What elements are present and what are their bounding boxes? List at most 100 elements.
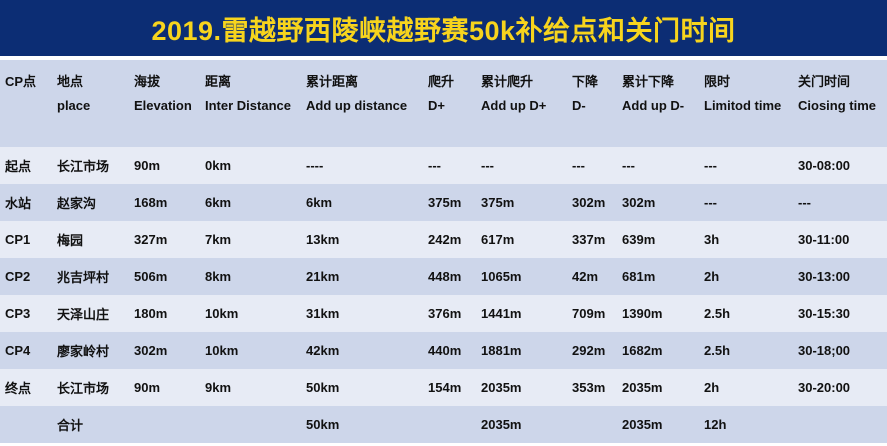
cell-addup-distance: 50km — [306, 380, 340, 395]
cell-descent: 709m — [572, 306, 606, 321]
cell-addup-climb: 2035m — [481, 380, 522, 395]
cell-addup-descent: 1390m — [622, 306, 663, 321]
cell-place: 长江市场 — [57, 159, 110, 174]
table-body: 起点 长江市场 90m 0km ---- --- --- --- --- --- 30-08:00 水… — [0, 147, 887, 443]
cell-closing-time: 30-13:00 — [798, 269, 851, 284]
cell-elevation: 180m — [134, 306, 168, 321]
cell-addup-distance: 42km — [306, 343, 340, 358]
cell-place: 廖家岭村 — [57, 344, 110, 359]
cell-closing-time: 30-11:00 — [798, 232, 850, 247]
header-label-en: Add up D- — [622, 98, 685, 113]
cell-closing-time: 30-15:30 — [798, 306, 851, 321]
table-row: 起点 长江市场 90m 0km ---- --- --- --- --- --- 30-08:00 — [0, 147, 887, 184]
cell-descent: 292m — [572, 343, 606, 358]
header-elevation: 海拔 Elevation — [129, 60, 200, 147]
cell-time-limit: 2h — [704, 269, 720, 284]
cell-climb: 154m — [428, 380, 462, 395]
cell-closing-time: 30-18;00 — [798, 343, 851, 358]
cell-addup-distance: 21km — [306, 269, 340, 284]
header-closing-time: 关门时间 Ciosing time — [793, 60, 887, 147]
header-row: CP点 地点 place 海拔 Elevation 距离 Inter Distance 累计距… — [0, 60, 887, 147]
cell-cp: 终点 — [5, 381, 32, 396]
cell-inter-distance: 9km — [205, 380, 232, 395]
cell-addup-climb: 1881m — [481, 343, 522, 358]
cell-cp: CP2 — [5, 269, 31, 284]
checkpoint-table: CP点 地点 place 海拔 Elevation 距离 Inter Distance 累计距… — [0, 60, 887, 443]
cell-time-limit: --- — [704, 158, 717, 173]
cell-descent: --- — [572, 158, 585, 173]
header-addup-climb: 累计爬升 Add up D+ — [476, 60, 567, 147]
cell-time-limit: --- — [704, 195, 717, 210]
header-label-en: Add up D+ — [481, 98, 547, 113]
cell-elevation: 90m — [134, 158, 161, 173]
cell-descent: 42m — [572, 269, 599, 284]
header-label-en: D+ — [428, 98, 445, 113]
cell-descent: 337m — [572, 232, 606, 247]
table-row: 合计 50km 2035m 2035m 12h — [0, 406, 887, 443]
cell-time-limit: 2.5h — [704, 306, 731, 321]
cell-cp: 水站 — [5, 196, 32, 211]
cell-addup-descent: --- — [622, 158, 635, 173]
cell-climb: --- — [428, 158, 441, 173]
cell-time-limit: 2.5h — [704, 343, 731, 358]
header-label-cn: 累计距离 — [306, 74, 359, 89]
cell-place: 梅园 — [57, 233, 84, 248]
cell-addup-distance: 6km — [306, 195, 333, 210]
header-label-cn: 海拔 — [134, 74, 161, 89]
header-label-en: place — [57, 98, 91, 113]
header-label-cn: 爬升 — [428, 74, 455, 89]
title-banner: 2019.雷越野西陵峡越野赛50k补给点和关门时间 — [0, 0, 887, 56]
cell-climb: 440m — [428, 343, 462, 358]
cell-place: 天泽山庄 — [57, 307, 110, 322]
cell-addup-climb: 617m — [481, 232, 515, 247]
header-place: 地点 place — [52, 60, 129, 147]
cell-addup-climb: 2035m — [481, 417, 522, 432]
header-climb: 爬升 D+ — [423, 60, 476, 147]
cell-cp: CP3 — [5, 306, 31, 321]
cell-addup-climb: 375m — [481, 195, 515, 210]
header-label-en: Inter Distance — [205, 98, 291, 113]
header-label-en: Elevation — [134, 98, 192, 113]
cell-addup-climb: 1441m — [481, 306, 522, 321]
table-row: CP2 兆吉坪村 506m 8km 21km 448m 1065m 42m 681m 2h 30-1… — [0, 258, 887, 295]
header-label-cn: 下降 — [572, 74, 599, 89]
cell-closing-time: 30-08:00 — [798, 158, 851, 173]
cell-closing-time: 30-20:00 — [798, 380, 851, 395]
table-row: 水站 赵家沟 168m 6km 6km 375m 375m 302m 302m --- --- — [0, 184, 887, 221]
header-label-en: D- — [572, 98, 586, 113]
cell-addup-climb: 1065m — [481, 269, 522, 284]
header-inter-distance: 距离 Inter Distance — [200, 60, 301, 147]
cell-elevation: 168m — [134, 195, 168, 210]
cell-inter-distance: 10km — [205, 306, 239, 321]
cell-climb: 448m — [428, 269, 462, 284]
table-row: CP1 梅园 327m 7km 13km 242m 617m 337m 639m 3h 30-11:… — [0, 221, 887, 258]
cell-addup-descent: 2035m — [622, 380, 663, 395]
cell-cp: CP4 — [5, 343, 31, 358]
header-addup-distance: 累计距离 Add up distance — [301, 60, 423, 147]
table-row: 终点 长江市场 90m 9km 50km 154m 2035m 353m 2035m 2h 30-2… — [0, 369, 887, 406]
cell-place: 长江市场 — [57, 381, 110, 396]
cell-inter-distance: 6km — [205, 195, 232, 210]
table-row: CP4 廖家岭村 302m 10km 42km 440m 1881m 292m 1682m 2.5… — [0, 332, 887, 369]
header-time-limit: 限时 Limitod time — [699, 60, 793, 147]
cell-elevation: 90m — [134, 380, 161, 395]
cell-descent: 302m — [572, 195, 606, 210]
header-descent: 下降 D- — [567, 60, 617, 147]
cell-cp: CP1 — [5, 232, 31, 247]
cell-climb — [423, 406, 476, 443]
cell-elevation: 327m — [134, 232, 168, 247]
cell-cp — [0, 406, 52, 443]
header-label-cn: 地点 — [57, 74, 84, 89]
cell-cp: 起点 — [5, 159, 32, 174]
header-label-en: Ciosing time — [798, 98, 877, 113]
cell-climb: 375m — [428, 195, 462, 210]
cell-elevation: 302m — [134, 343, 168, 358]
cell-addup-descent: 302m — [622, 195, 656, 210]
cell-time-limit: 2h — [704, 380, 720, 395]
header-label-cn: 关门时间 — [798, 74, 851, 89]
cell-time-limit: 12h — [704, 417, 727, 432]
header-label-en: Add up distance — [306, 98, 408, 113]
cell-addup-distance: 50km — [306, 417, 340, 432]
cell-addup-climb: --- — [481, 158, 494, 173]
